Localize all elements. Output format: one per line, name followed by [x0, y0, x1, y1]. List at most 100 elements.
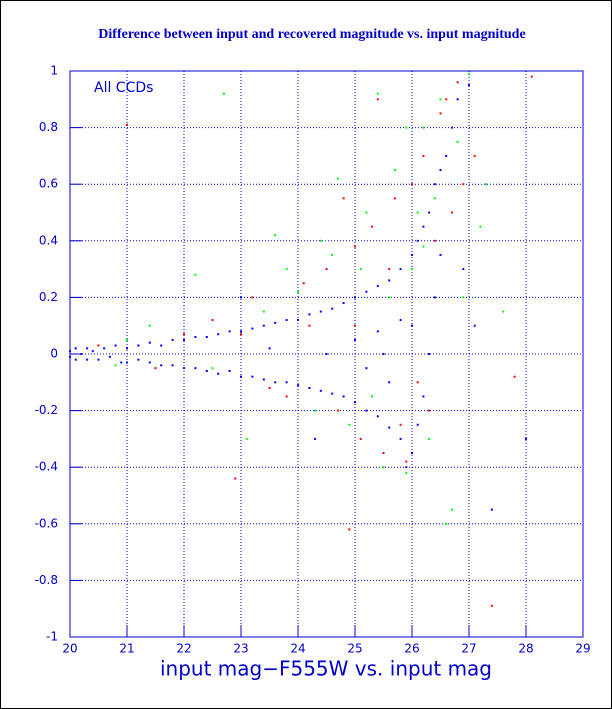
y-tick-label: 0.8 [39, 120, 58, 134]
point [183, 367, 185, 370]
point [228, 330, 231, 333]
point [433, 239, 436, 242]
point [376, 98, 379, 101]
point [388, 279, 391, 282]
point [171, 338, 174, 341]
plot-area [69, 70, 584, 638]
point [388, 426, 391, 429]
point [462, 183, 465, 186]
point [331, 392, 334, 395]
y-tick-label: 0 [50, 347, 58, 361]
point [439, 253, 442, 256]
x-tick-label: 29 [575, 642, 590, 656]
point [456, 81, 459, 84]
point [217, 333, 220, 336]
point [354, 324, 356, 327]
point [114, 344, 117, 347]
point [251, 327, 254, 330]
point [393, 169, 396, 172]
chart-title: Difference between input and recovered m… [98, 27, 525, 42]
x-tick-label: 24 [290, 642, 305, 656]
y-tick-label: -0.8 [35, 573, 58, 587]
point [416, 423, 419, 426]
point [342, 302, 345, 305]
point [69, 350, 71, 353]
point [399, 268, 402, 271]
point [405, 466, 408, 469]
point [490, 604, 493, 607]
point [194, 367, 197, 370]
point [388, 296, 391, 299]
x-tick-label: 26 [404, 642, 419, 656]
point [411, 452, 413, 455]
point [422, 126, 425, 129]
point [388, 268, 391, 271]
point [217, 372, 220, 375]
point [354, 338, 356, 341]
point [354, 296, 356, 299]
point [433, 183, 436, 186]
point [331, 253, 334, 256]
point [148, 361, 151, 364]
point [428, 211, 431, 214]
point [439, 98, 442, 101]
point [456, 140, 459, 143]
point [365, 290, 368, 293]
point [126, 347, 128, 350]
point [80, 353, 83, 355]
x-tick-label: 23 [233, 642, 248, 656]
point [376, 415, 379, 418]
point [205, 336, 208, 339]
point [450, 508, 453, 511]
x-tick-label: 21 [119, 642, 134, 656]
y-tick-label: -0.4 [35, 460, 58, 474]
point [262, 378, 265, 381]
point [160, 344, 163, 347]
point [285, 395, 288, 398]
point [268, 386, 271, 389]
point [262, 324, 265, 327]
point [103, 347, 106, 350]
point [422, 245, 425, 248]
x-tick-label: 28 [518, 642, 533, 656]
point [319, 310, 322, 313]
annotation: All CCDs [94, 80, 153, 96]
point [428, 409, 431, 412]
point [502, 310, 505, 313]
point [205, 369, 208, 372]
point [393, 197, 396, 200]
point [433, 296, 436, 299]
point [399, 423, 402, 426]
point [69, 355, 71, 358]
point [126, 338, 128, 341]
point [302, 282, 305, 285]
point [240, 333, 242, 336]
x-tick-label: 25 [347, 642, 362, 656]
point [405, 471, 408, 474]
point [336, 409, 339, 412]
point [382, 353, 385, 355]
point [228, 369, 231, 372]
point [148, 324, 151, 327]
point [297, 384, 299, 387]
point [513, 375, 516, 378]
point [137, 344, 140, 347]
point [285, 381, 288, 384]
point [445, 154, 448, 157]
point [411, 183, 413, 186]
point [479, 225, 482, 228]
point [183, 338, 185, 341]
point [462, 296, 465, 299]
point [285, 268, 288, 271]
point [342, 395, 345, 398]
point [359, 268, 362, 271]
point [314, 437, 317, 440]
point [416, 239, 419, 242]
point [336, 177, 339, 180]
y-tick-label: 0.4 [39, 233, 58, 247]
point [314, 409, 317, 412]
point [86, 358, 89, 361]
x-tick-label: 22 [176, 642, 191, 656]
